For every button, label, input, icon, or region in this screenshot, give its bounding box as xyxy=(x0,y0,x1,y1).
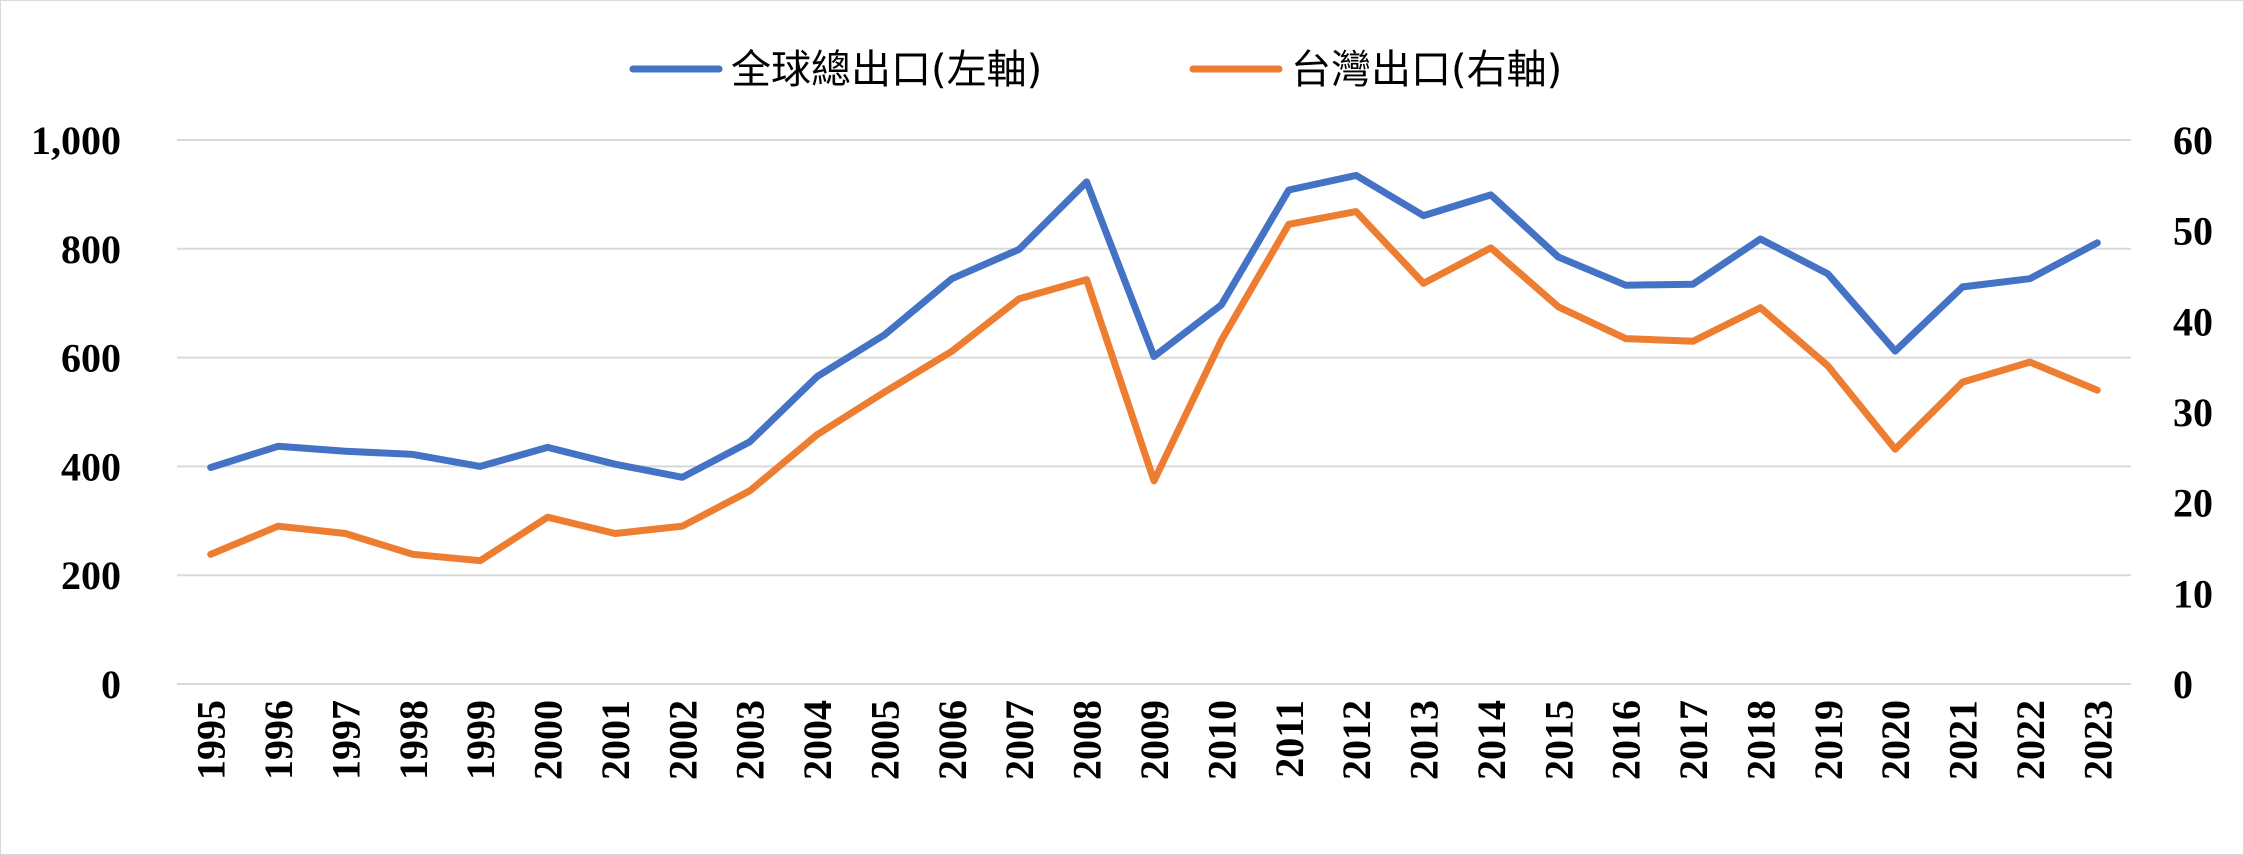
x-axis-ticks: 1995 1996 1997 1998 1999 2000 2001 2002 2003 2004… xyxy=(189,700,2121,780)
x-tick-label: 1996 xyxy=(256,700,301,780)
x-tick-label: 2004 xyxy=(795,700,840,780)
x-tick-label: 2005 xyxy=(862,700,907,780)
x-tick-label: 2009 xyxy=(1132,700,1177,780)
left-axis-ticks: 0 200 400 600 800 1,000 xyxy=(31,118,121,707)
y-right-tick-label: 20 xyxy=(2173,481,2213,526)
y-right-tick-label: 40 xyxy=(2173,299,2213,344)
x-tick-label: 2020 xyxy=(1873,700,1918,780)
x-tick-label: 2003 xyxy=(728,700,773,780)
x-tick-label: 2007 xyxy=(997,700,1042,780)
x-tick-label: 1998 xyxy=(391,700,436,780)
x-tick-label: 1999 xyxy=(458,700,503,780)
y-right-tick-label: 60 xyxy=(2173,118,2213,163)
y-left-tick-label: 800 xyxy=(61,227,121,272)
x-tick-label: 2016 xyxy=(1604,700,1649,780)
x-tick-label: 2023 xyxy=(2075,700,2120,780)
y-right-tick-label: 30 xyxy=(2173,390,2213,435)
legend-label-1: 全球總出口(左軸) xyxy=(731,47,1042,93)
series-lines xyxy=(207,171,2101,565)
x-tick-label: 2000 xyxy=(526,700,571,780)
x-tick-label: 2008 xyxy=(1065,700,1110,780)
y-right-tick-label: 50 xyxy=(2173,209,2213,254)
x-tick-label: 2021 xyxy=(1941,700,1986,780)
x-tick-label: 2015 xyxy=(1536,700,1581,780)
series-line-2 xyxy=(207,208,2101,565)
y-left-tick-label: 1,000 xyxy=(31,118,121,163)
x-tick-label: 2002 xyxy=(660,700,705,780)
x-tick-label: 2001 xyxy=(593,700,638,780)
right-axis-ticks: 0 10 20 30 40 50 60 xyxy=(2173,118,2213,707)
y-left-tick-label: 600 xyxy=(61,336,121,381)
x-tick-label: 2013 xyxy=(1402,700,1447,780)
y-left-tick-label: 400 xyxy=(61,444,121,489)
x-tick-label: 2017 xyxy=(1671,700,1716,780)
y-right-tick-label: 0 xyxy=(2173,662,2193,707)
x-tick-label: 2019 xyxy=(1806,700,1851,780)
x-tick-label: 2011 xyxy=(1267,700,1312,778)
legend-label-2: 台灣出口(右軸) xyxy=(1291,47,1562,93)
x-tick-label: 1995 xyxy=(189,700,234,780)
y-left-tick-label: 200 xyxy=(61,553,121,598)
x-tick-label: 2022 xyxy=(2008,700,2053,780)
x-tick-label: 1997 xyxy=(323,700,368,780)
x-tick-label: 2012 xyxy=(1334,700,1379,780)
series-line-1 xyxy=(207,171,2101,481)
y-right-tick-label: 10 xyxy=(2173,571,2213,616)
x-tick-label: 2018 xyxy=(1738,700,1783,780)
legend: 全球總出口(左軸) 台灣出口(右軸) xyxy=(629,47,1562,93)
x-tick-label: 2006 xyxy=(930,700,975,780)
y-left-tick-label: 0 xyxy=(101,662,121,707)
gridlines xyxy=(177,139,2131,685)
x-tick-label: 2010 xyxy=(1199,700,1244,780)
x-tick-label: 2014 xyxy=(1469,700,1514,780)
